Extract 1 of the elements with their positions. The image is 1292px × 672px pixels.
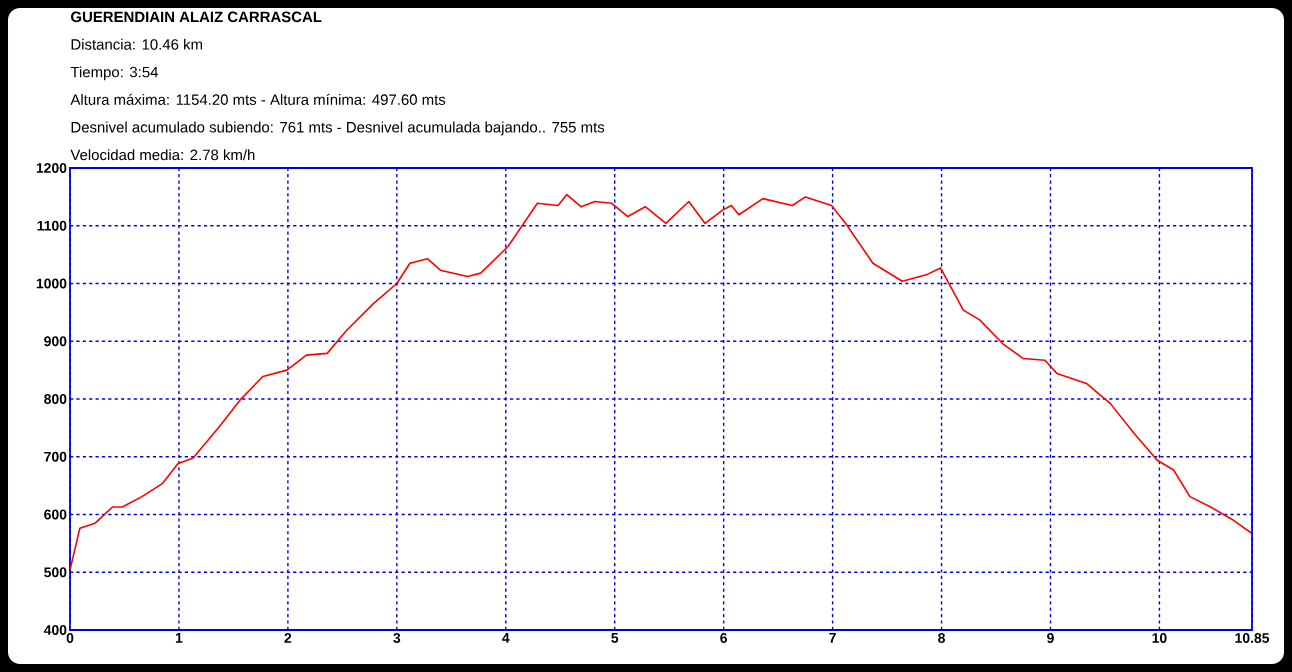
line-series xyxy=(70,193,1253,571)
